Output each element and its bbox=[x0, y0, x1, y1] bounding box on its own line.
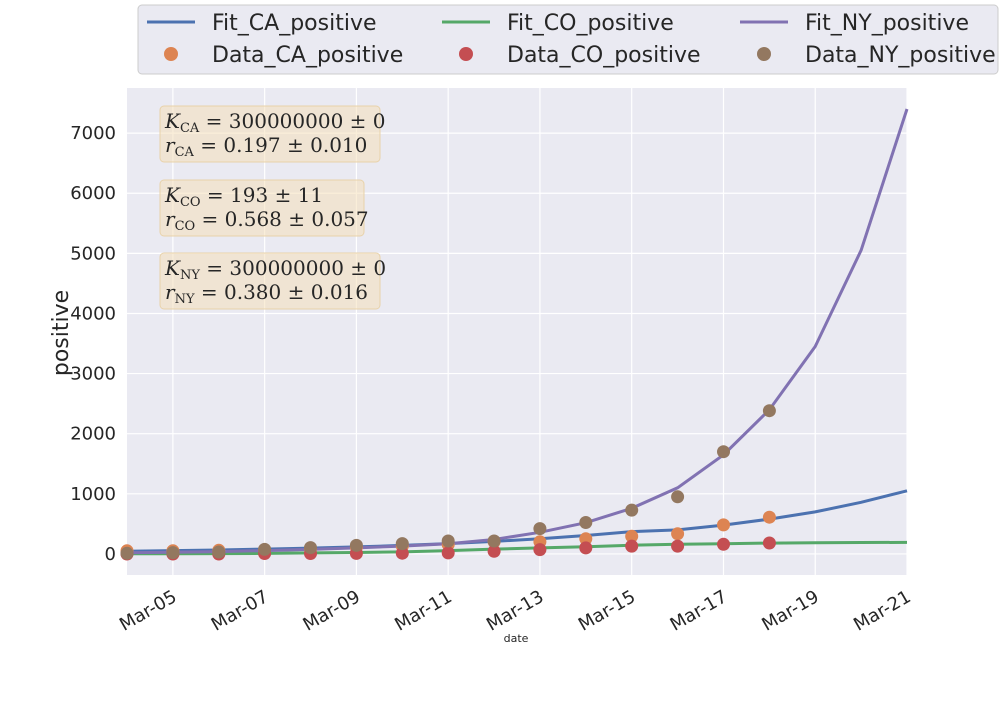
data-point-data-co-positive bbox=[762, 536, 776, 550]
legend-swatch bbox=[459, 47, 473, 61]
x-tick-label: Mar-11 bbox=[391, 586, 455, 635]
y-axis-ticks: 0 1000 2000 3000 4000 5000 6000 7000 bbox=[70, 123, 116, 565]
y-tick-label: 2000 bbox=[70, 424, 116, 445]
data-points bbox=[120, 404, 776, 561]
x-tick-label: Mar-21 bbox=[850, 586, 914, 635]
fit-lines bbox=[126, 108, 909, 556]
legend-swatch bbox=[164, 47, 178, 61]
data-point-data-co-positive bbox=[487, 544, 501, 558]
annotation-box bbox=[159, 105, 381, 163]
data-point-data-ny-positive bbox=[487, 534, 501, 548]
y-tick-label: 4000 bbox=[70, 303, 116, 324]
data-point-data-ny-positive bbox=[441, 534, 455, 548]
data-point-data-ny-positive bbox=[120, 546, 134, 560]
y-tick-label: 5000 bbox=[70, 243, 116, 264]
data-point-data-ny-positive bbox=[258, 542, 272, 556]
legend-label: Fit_CA_positive bbox=[212, 11, 377, 36]
y-tick-label: 3000 bbox=[70, 364, 116, 385]
data-point-data-ca-positive bbox=[762, 510, 776, 524]
annotation-r-line: rCO = 0.568 ± 0.057 bbox=[165, 207, 369, 234]
data-point-data-ny-positive bbox=[533, 522, 547, 536]
data-point-data-ny-positive bbox=[395, 537, 409, 551]
y-axis-label: positive bbox=[49, 290, 74, 376]
data-point-data-co-positive bbox=[671, 539, 685, 553]
annotation-box bbox=[159, 179, 365, 237]
data-point-data-ny-positive bbox=[762, 404, 776, 418]
data-point-data-ny-positive bbox=[579, 516, 593, 529]
legend-label: Data_CA_positive bbox=[212, 43, 403, 68]
data-point-data-co-positive bbox=[579, 541, 593, 555]
data-point-data-ca-positive bbox=[671, 527, 685, 541]
data-point-data-ny-positive bbox=[166, 546, 180, 560]
x-tick-label: Mar-17 bbox=[667, 586, 731, 635]
x-tick-label: Mar-19 bbox=[758, 586, 822, 635]
legend-label: Fit_CO_positive bbox=[507, 11, 674, 36]
legend-label: Fit_NY_positive bbox=[805, 11, 969, 36]
data-point-data-ny-positive bbox=[349, 538, 363, 552]
annotation-k-line: KNY = 300000000 ± 0 bbox=[164, 256, 386, 283]
data-point-data-ny-positive bbox=[212, 545, 226, 559]
y-tick-label: 7000 bbox=[70, 123, 116, 144]
data-point-data-ny-positive bbox=[625, 503, 639, 517]
data-point-data-ca-positive bbox=[717, 518, 730, 532]
x-tick-label: Mar-05 bbox=[116, 586, 180, 635]
legend-label: Data_CO_positive bbox=[507, 43, 701, 68]
legend: Fit_CA_positive Fit_CO_positive Fit_NY_pos… bbox=[137, 4, 999, 75]
x-axis-label: date bbox=[504, 632, 529, 645]
annotation-r-line: rCA = 0.197 ± 0.010 bbox=[165, 133, 367, 160]
y-tick-label: 6000 bbox=[70, 183, 116, 204]
legend-swatch bbox=[757, 47, 771, 61]
data-point-data-ny-positive bbox=[671, 490, 685, 504]
x-tick-label: Mar-15 bbox=[575, 586, 639, 635]
data-point-data-co-positive bbox=[395, 546, 409, 560]
data-point-data-ny-positive bbox=[717, 445, 730, 459]
annotation-box bbox=[159, 252, 381, 310]
annotation-k-line: KCA = 300000000 ± 0 bbox=[164, 109, 386, 136]
x-tick-label: Mar-13 bbox=[483, 586, 547, 635]
data-point-data-co-positive bbox=[717, 537, 730, 551]
annotation-k-line: KCO = 193 ± 11 bbox=[164, 183, 323, 210]
series-line-fit-ca-positive bbox=[126, 489, 908, 553]
data-point-data-ca-positive bbox=[579, 532, 593, 546]
annotation-r-line: rNY = 0.380 ± 0.016 bbox=[165, 280, 368, 307]
data-point-data-co-positive bbox=[625, 539, 639, 553]
data-point-data-co-positive bbox=[533, 543, 547, 557]
y-tick-label: 1000 bbox=[70, 484, 116, 505]
series-line-fit-co-positive bbox=[127, 540, 908, 556]
data-point-data-co-positive bbox=[441, 546, 455, 560]
y-tick-label: 0 bbox=[105, 544, 116, 565]
x-tick-label: Mar-07 bbox=[208, 586, 272, 635]
data-point-data-ca-positive bbox=[625, 529, 639, 543]
x-axis-ticks: Mar-05 Mar-07 Mar-09 Mar-11 Mar-13 Mar-15 Mar-… bbox=[116, 586, 915, 635]
series-line-fit-ny-positive bbox=[126, 108, 909, 555]
x-tick-label: Mar-09 bbox=[300, 586, 364, 635]
legend-label: Data_NY_positive bbox=[805, 43, 996, 68]
data-point-data-ny-positive bbox=[304, 541, 317, 555]
